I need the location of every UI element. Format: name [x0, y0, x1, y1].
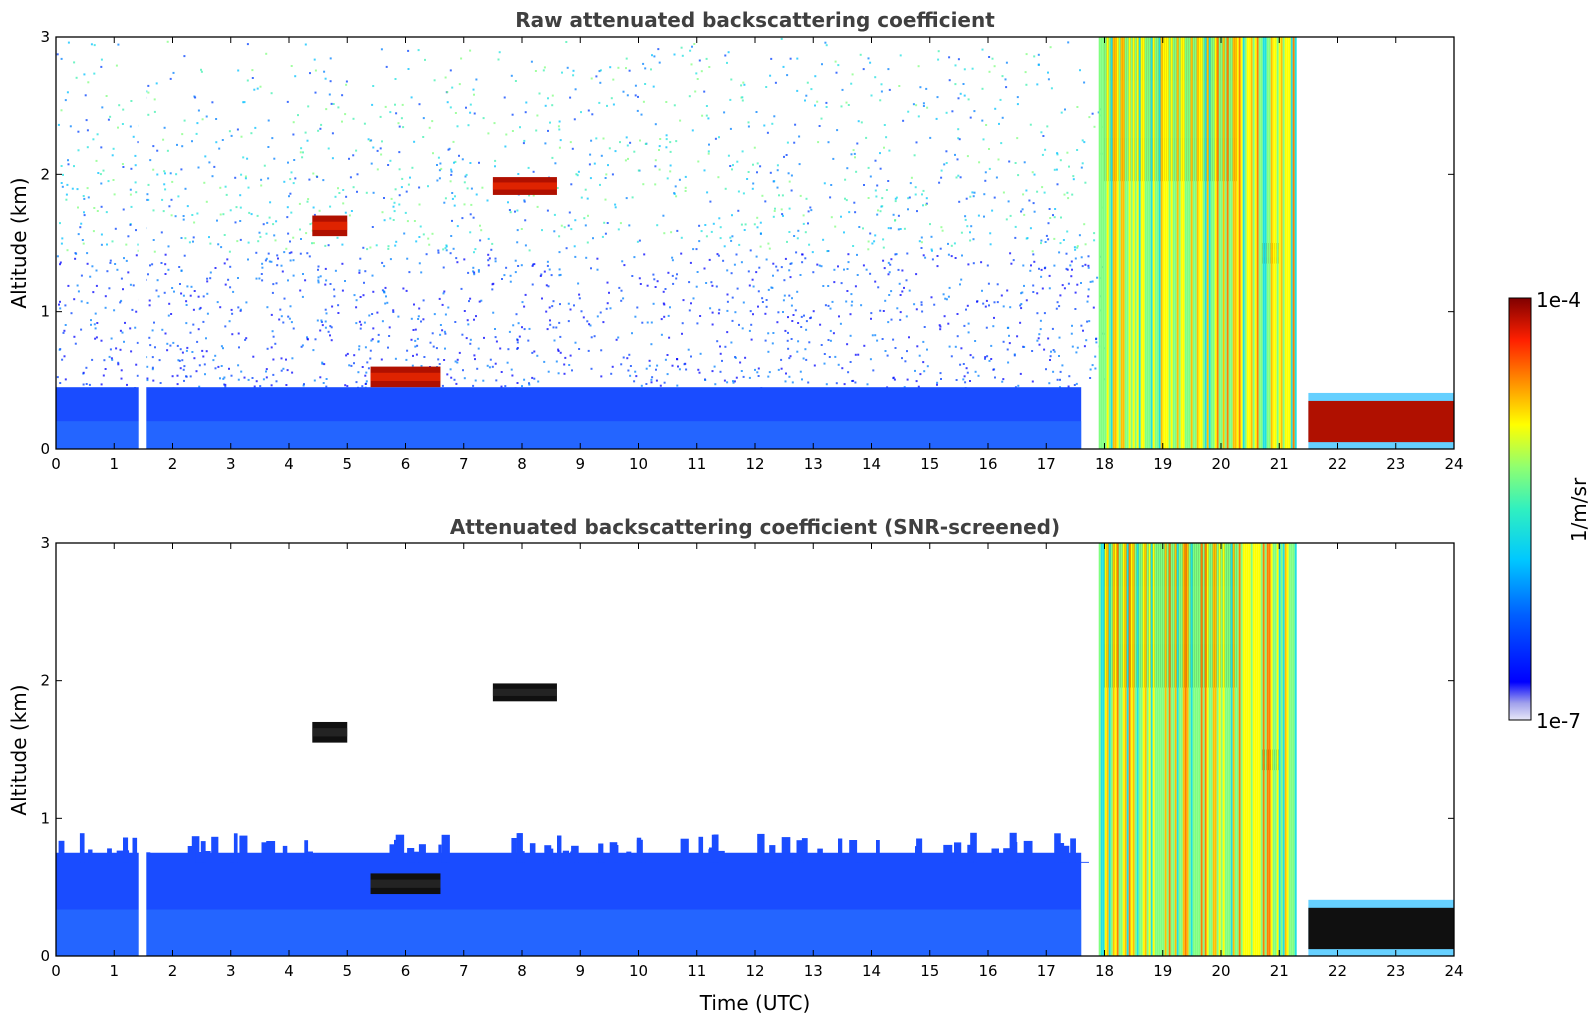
x-tick-label: 19 — [1153, 455, 1172, 473]
y-axis-label-screened: Altitude (km) — [7, 684, 31, 815]
panel-raw: Raw attenuated backscattering coefficien… — [7, 8, 1464, 473]
x-tick-label: 1 — [109, 962, 119, 980]
x-tick-label: 7 — [459, 962, 469, 980]
x-tick-label: 10 — [629, 455, 648, 473]
rain-column — [1098, 37, 1297, 449]
x-tick-label: 11 — [687, 455, 706, 473]
x-tick-label: 17 — [1037, 455, 1056, 473]
colorbar-units-label: 1/m/sr — [1567, 477, 1591, 542]
x-tick-label: 11 — [687, 962, 706, 980]
noise-field — [56, 37, 1106, 396]
heatmap-raw — [56, 37, 1454, 449]
heatmap-screened — [56, 543, 1454, 956]
x-tick-label: 18 — [1095, 455, 1114, 473]
x-tick-label: 0 — [51, 962, 61, 980]
rain-column — [1098, 543, 1297, 956]
x-tick-label: 5 — [342, 455, 352, 473]
x-tick-label: 3 — [226, 962, 236, 980]
x-tick-label: 2 — [168, 962, 178, 980]
panel-title-screened: Attenuated backscattering coefficient (S… — [450, 515, 1060, 539]
y-tick-label: 1 — [40, 303, 50, 321]
y-axis-label-raw: Altitude (km) — [7, 177, 31, 308]
x-tick-label: 17 — [1037, 962, 1056, 980]
x-tick-label: 18 — [1095, 962, 1114, 980]
x-tick-label: 10 — [629, 962, 648, 980]
x-tick-label: 19 — [1153, 962, 1172, 980]
x-tick-label: 4 — [284, 455, 294, 473]
x-tick-label: 12 — [745, 962, 764, 980]
x-tick-label: 8 — [517, 962, 527, 980]
data-gap — [138, 543, 147, 956]
x-tick-label: 13 — [804, 455, 823, 473]
x-tick-label: 24 — [1444, 962, 1463, 980]
x-tick-label: 24 — [1444, 455, 1463, 473]
x-tick-label: 15 — [920, 962, 939, 980]
x-tick-label: 13 — [804, 962, 823, 980]
boundary-layer — [56, 832, 1089, 956]
x-tick-label: 4 — [284, 962, 294, 980]
axes-raw: 0 1 2 3 4 5 6 7 8 9 10 11 12 13 14 15 16 17 18 19 20 21 22 23 24… — [40, 28, 1463, 473]
x-tick-label: 14 — [862, 455, 881, 473]
cloud-layer — [312, 721, 348, 743]
x-tick-label: 6 — [401, 455, 411, 473]
x-tick-label: 8 — [517, 455, 527, 473]
x-tick-label: 22 — [1328, 962, 1347, 980]
colorbar-max-label: 1e-4 — [1536, 288, 1581, 312]
cloud-layer — [492, 177, 557, 195]
x-tick-label: 2 — [168, 455, 178, 473]
x-tick-label: 23 — [1386, 455, 1405, 473]
y-tick-label: 0 — [40, 440, 50, 458]
y-tick-label: 1 — [40, 809, 50, 827]
colorbar-min-label: 1e-7 — [1536, 709, 1581, 733]
x-tick-label: 5 — [342, 962, 352, 980]
data-gap — [138, 37, 147, 449]
x-tick-label: 1 — [109, 455, 119, 473]
x-tick-label: 21 — [1270, 962, 1289, 980]
fog-layer — [1308, 392, 1454, 449]
x-tick-label: 21 — [1270, 455, 1289, 473]
y-tick-label: 3 — [40, 28, 50, 46]
axes-screened: 0 1 2 3 4 5 6 7 8 9 10 11 12 13 14 15 16 17 18 19 20 21 22 23 24… — [40, 534, 1463, 980]
panel-title-raw: Raw attenuated backscattering coefficien… — [515, 8, 995, 32]
fog-layer — [1308, 899, 1454, 956]
y-tick-label: 2 — [40, 672, 50, 690]
x-tick-label: 16 — [978, 455, 997, 473]
panel-screened: Attenuated backscattering coefficient (S… — [7, 515, 1464, 1015]
x-tick-label: 22 — [1328, 455, 1347, 473]
boundary-layer — [56, 387, 1082, 449]
cloud-layer — [370, 873, 441, 895]
x-tick-label: 9 — [575, 455, 585, 473]
x-tick-label: 16 — [978, 962, 997, 980]
cloud-layer — [312, 215, 348, 237]
x-tick-label: 23 — [1386, 962, 1405, 980]
x-tick-label: 20 — [1211, 962, 1230, 980]
y-tick-label: 2 — [40, 165, 50, 183]
x-tick-label: 6 — [401, 962, 411, 980]
colorbar-gradient — [1508, 297, 1532, 721]
x-tick-label: 3 — [226, 455, 236, 473]
x-tick-label: 12 — [745, 455, 764, 473]
colorbar: 1e-4 1e-7 1/m/sr — [1508, 288, 1591, 733]
cloud-layer — [492, 683, 557, 702]
x-axis-label: Time (UTC) — [699, 991, 811, 1015]
x-tick-label: 9 — [575, 962, 585, 980]
x-tick-label: 7 — [459, 455, 469, 473]
x-tick-label: 15 — [920, 455, 939, 473]
y-tick-label: 3 — [40, 534, 50, 552]
cloud-layer — [370, 366, 441, 388]
x-tick-label: 14 — [862, 962, 881, 980]
x-tick-label: 0 — [51, 455, 61, 473]
x-tick-label: 20 — [1211, 455, 1230, 473]
y-tick-label: 0 — [40, 947, 50, 965]
